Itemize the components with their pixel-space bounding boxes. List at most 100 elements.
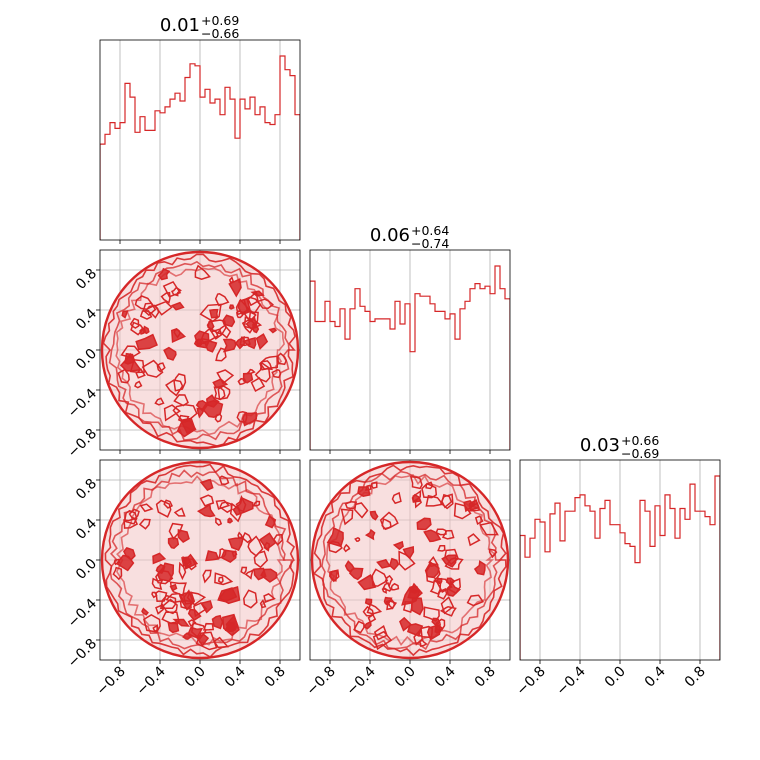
contour-line [206,318,215,332]
grid-lines [539,460,701,660]
contour-line [228,276,235,283]
contour-line [200,600,213,614]
contour-line [134,380,143,389]
contour-line [170,301,185,311]
contour-line [217,576,224,584]
contour-line [440,596,455,615]
x-ticks [119,240,281,244]
y-ticks: −0.8−0.40.00.40.8 [65,476,100,671]
contour-line [406,623,424,638]
contour-line [152,552,167,565]
contour-line [362,605,375,617]
contour-line [255,333,269,350]
contour-line [441,529,455,540]
contour-line [139,310,153,320]
contour-line [421,482,438,499]
contour-line [196,503,216,518]
x-tick-label: −0.4 [343,663,378,698]
contour-line [343,543,351,553]
y-tick-label: −0.4 [65,596,100,631]
contour-line [268,327,278,334]
contour-line [139,503,154,513]
contour-line [252,323,260,334]
contour-line [152,624,159,633]
contour-line [435,528,447,536]
contour-line [413,626,423,646]
contour-line [479,521,499,536]
contour-line [214,572,234,586]
contour-line [160,291,171,304]
contour-line [245,368,256,375]
contour-line [221,314,236,328]
x-ticks [329,450,491,454]
contour-line [138,518,151,530]
contour-line [363,620,372,630]
contour-line [123,509,138,525]
contour-line [321,470,503,651]
panel-title-minus: −0.66 [201,26,239,41]
x-tick-label: −0.8 [303,664,338,699]
panel-title-median: 0.01 [160,15,200,36]
contour-line [340,508,354,526]
contour-line [121,310,129,319]
contour-line [104,463,296,658]
contour-line [399,616,413,632]
contour-line [437,545,446,552]
contour-line [217,385,231,400]
contour-line [229,502,242,523]
histogram-step-line [520,475,720,660]
contour-line [115,267,285,436]
contour-line [242,372,254,384]
contour-line [423,606,440,622]
x-tick-label: −0.4 [553,663,588,698]
contour-line [215,517,223,527]
contour-line [155,590,168,602]
contour-line [416,517,432,531]
contour-line [211,614,224,630]
contour-line [178,591,196,611]
contour-line [129,317,140,329]
histogram-panel-1: 0.01 +0.69 −0.66 [99,13,301,244]
contour-line [381,581,392,592]
contour-line [364,598,373,606]
contour-line [123,547,136,561]
contour-line [173,328,181,339]
contour-line [216,324,232,339]
contour-line [344,560,355,573]
contour-line [113,558,121,566]
contour-line [364,528,376,541]
contour-line [259,599,267,609]
panel-title-minus: −0.69 [621,446,659,461]
contour-line [155,499,172,518]
contour-line [212,378,229,389]
contour-line [169,583,178,592]
contour-line [228,304,235,310]
contour-line [390,582,400,591]
contour-line [376,558,391,569]
contour-line [423,529,442,543]
contour-line [418,639,428,648]
contour-panel-1-3: −0.8 −0.4 0.0 0.4 0.8 −0.8−0.40.00.40.8 [65,459,301,699]
contour-line [409,475,423,490]
contour-line [144,304,160,319]
contour-panel-2-3: −0.8 −0.4 0.0 0.4 0.8 [303,459,511,699]
contour-line [446,577,461,595]
contour-line [218,475,230,486]
contour-line [187,619,197,628]
contour-line [161,611,180,624]
contour-line [391,491,402,505]
contour-panel-1-2: −0.8−0.40.00.40.8 [65,249,301,461]
contour-line [444,548,459,566]
contour-line [353,620,365,634]
contour-line [398,550,416,571]
contour-line [227,517,234,524]
contour-line [329,569,340,583]
contour-line [202,622,215,631]
contour-line [199,478,214,492]
contour-line [381,518,392,531]
contour-line [369,510,379,521]
contour-line [205,550,220,562]
x-tick-label: 0.4 [642,663,669,690]
contour-line [135,333,158,351]
contour-line [392,540,404,551]
